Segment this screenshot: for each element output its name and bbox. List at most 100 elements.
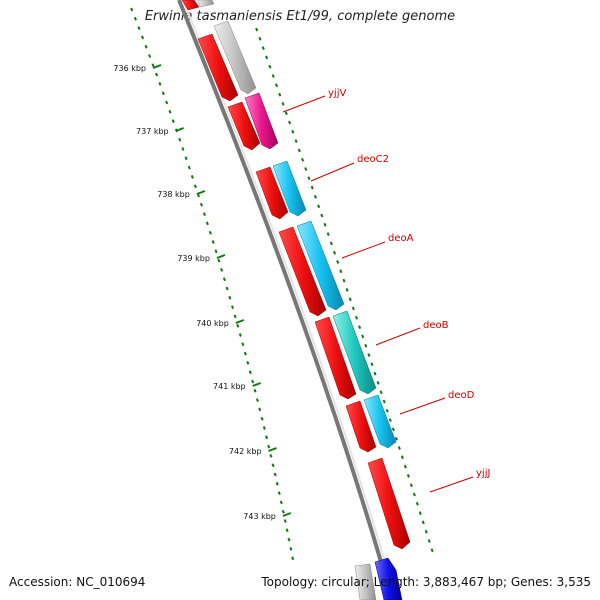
outer-minor-tick	[332, 250, 337, 255]
minor-tick	[236, 323, 240, 328]
minor-tick	[267, 444, 271, 449]
minor-tick	[205, 221, 209, 226]
feature-red-5	[314, 316, 357, 400]
outer-minor-tick	[391, 427, 395, 432]
minor-tick	[214, 249, 218, 254]
minor-tick	[281, 509, 285, 514]
minor-tick	[233, 314, 237, 319]
feature-red-2	[227, 101, 261, 151]
outer-minor-tick	[339, 269, 343, 274]
feature-red-0	[181, 0, 200, 11]
minor-tick	[181, 147, 185, 151]
minor-tick	[148, 54, 152, 58]
minor-tick	[190, 175, 194, 179]
minor-tick	[217, 258, 221, 263]
minor-tick	[241, 342, 245, 347]
minor-tick	[168, 109, 172, 114]
gene-label-deoD: deoD	[448, 390, 475, 401]
outer-minor-tick	[394, 436, 398, 441]
outer-minor-tick	[400, 455, 404, 460]
minor-tick	[258, 407, 262, 412]
genome-summary-text: Topology: circular; Length: 3,883,467 bp…	[261, 575, 591, 589]
minor-tick	[253, 388, 257, 393]
tick-label: 736 kbp	[113, 64, 146, 73]
gene-label-deoB: deoB	[423, 320, 449, 331]
minor-tick	[285, 528, 289, 533]
minor-tick	[208, 230, 212, 235]
outer-minor-tick	[370, 362, 374, 367]
feature-pink	[244, 92, 279, 150]
outer-minor-tick	[403, 464, 407, 469]
minor-tick	[255, 398, 259, 402]
gene-label-yjjV: yjjV	[328, 88, 346, 99]
tick-label: 743 kbp	[243, 512, 276, 521]
minor-tick	[133, 16, 137, 21]
tick-label: 741 kbp	[213, 382, 246, 391]
outer-minor-tick	[329, 241, 333, 246]
minor-tick	[225, 286, 229, 291]
feature-red-1	[197, 33, 239, 102]
minor-tick	[277, 491, 281, 495]
outer-minor-tick	[288, 120, 292, 125]
outer-minor-tick	[364, 343, 368, 348]
minor-tick	[211, 240, 215, 244]
minor-tick	[199, 202, 203, 207]
outer-minor-tick	[278, 92, 282, 97]
minor-tick	[269, 454, 273, 458]
minor-tick	[230, 305, 235, 309]
outer-minor-tick	[351, 306, 355, 311]
minor-tick	[202, 212, 206, 216]
outer-minor-tick	[268, 64, 272, 69]
minor-tick	[243, 351, 247, 356]
outer-minor-tick	[304, 167, 308, 171]
outer-minor-tick	[409, 483, 413, 488]
outer-minor-tick	[297, 148, 301, 153]
minor-tick	[130, 7, 134, 12]
gene-leader-line	[341, 241, 386, 259]
major-tick	[282, 512, 292, 517]
feature-red-3	[255, 166, 289, 220]
outer-minor-tick	[415, 501, 419, 506]
outer-minor-tick	[397, 446, 401, 450]
outer-minor-tick	[310, 185, 314, 190]
minor-tick	[165, 100, 169, 105]
outer-minor-tick	[358, 325, 362, 329]
minor-tick	[287, 537, 291, 542]
outer-minor-tick	[336, 260, 340, 264]
minor-tick	[144, 44, 148, 49]
major-tick	[152, 64, 162, 69]
minor-tick	[137, 26, 141, 30]
minor-tick	[279, 500, 283, 505]
feature-blue-bottom	[374, 557, 403, 600]
outer-minor-tick	[367, 353, 371, 357]
outer-minor-tick	[354, 315, 358, 320]
outer-minor-tick	[430, 548, 434, 553]
minor-tick	[228, 295, 232, 300]
outer-minor-tick	[291, 129, 295, 134]
outer-minor-tick	[261, 46, 265, 50]
feature-teal	[332, 310, 377, 395]
gene-label-deoA: deoA	[388, 233, 414, 244]
minor-tick	[151, 63, 155, 68]
outer-minor-tick	[348, 297, 352, 302]
gene-label-yjjJ: yjjJ	[476, 468, 490, 479]
outer-minor-tick	[382, 399, 386, 404]
outer-minor-tick	[320, 213, 324, 218]
outer-minor-tick	[258, 36, 262, 41]
feature-grey-bottom	[354, 563, 377, 600]
feature-red-6	[345, 400, 377, 453]
outer-minor-tick	[281, 102, 285, 106]
gene-label-deoC2: deoC2	[357, 154, 389, 165]
gene-leader-line	[375, 327, 421, 346]
outer-minor-tick	[307, 176, 311, 181]
tick-label: 738 kbp	[157, 190, 190, 199]
outer-minor-tick	[376, 381, 380, 385]
minor-tick	[289, 547, 293, 551]
outer-minor-tick	[274, 83, 279, 88]
outer-minor-tick	[388, 418, 392, 422]
outer-minor-tick	[284, 111, 288, 116]
minor-tick	[275, 481, 279, 486]
reverse-strand-features	[181, 0, 411, 600]
gene-leader-line	[429, 476, 474, 493]
